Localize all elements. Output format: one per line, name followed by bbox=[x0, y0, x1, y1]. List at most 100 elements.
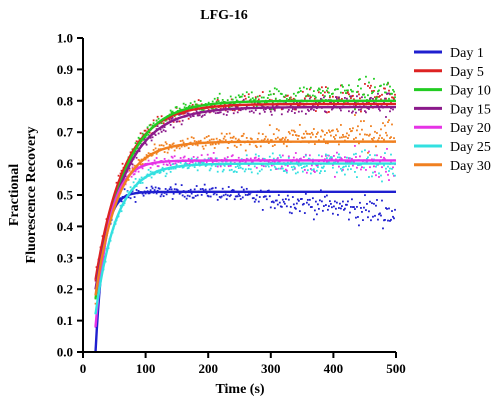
data-point bbox=[350, 130, 352, 133]
data-point bbox=[283, 202, 286, 205]
data-point bbox=[286, 139, 289, 141]
data-point bbox=[369, 133, 371, 136]
data-point bbox=[231, 136, 234, 139]
data-point bbox=[327, 154, 330, 157]
data-point bbox=[218, 92, 221, 95]
data-point bbox=[326, 87, 329, 90]
data-point bbox=[384, 91, 386, 94]
data-point bbox=[261, 157, 264, 160]
data-point bbox=[310, 206, 313, 208]
scatter-layer bbox=[94, 75, 396, 350]
data-point bbox=[256, 95, 259, 98]
data-point bbox=[94, 279, 97, 282]
data-point bbox=[236, 111, 239, 114]
data-point bbox=[376, 96, 378, 99]
data-point bbox=[143, 129, 146, 132]
data-point bbox=[290, 110, 293, 113]
data-point bbox=[172, 192, 175, 195]
data-point bbox=[153, 173, 156, 176]
data-point bbox=[326, 142, 329, 145]
data-point bbox=[324, 154, 327, 157]
data-point bbox=[381, 137, 383, 139]
data-point bbox=[299, 198, 302, 200]
data-point bbox=[393, 217, 395, 220]
data-point bbox=[296, 104, 299, 107]
data-point bbox=[252, 99, 255, 102]
data-point bbox=[232, 135, 235, 138]
data-point bbox=[355, 216, 357, 219]
data-point bbox=[345, 203, 347, 206]
data-point bbox=[147, 133, 150, 136]
data-point bbox=[282, 170, 285, 172]
data-point bbox=[301, 137, 304, 140]
data-point bbox=[191, 103, 194, 106]
data-point bbox=[163, 126, 166, 128]
data-point bbox=[211, 143, 214, 146]
data-point bbox=[385, 91, 387, 94]
data-point bbox=[139, 163, 142, 166]
data-point bbox=[257, 157, 260, 160]
data-point bbox=[270, 113, 273, 116]
data-point bbox=[366, 133, 368, 136]
data-point bbox=[315, 133, 318, 135]
data-point bbox=[359, 78, 361, 81]
data-point bbox=[336, 151, 338, 154]
data-point bbox=[306, 93, 309, 96]
data-point bbox=[299, 90, 302, 92]
data-point bbox=[343, 165, 345, 168]
data-point bbox=[344, 156, 346, 159]
data-point bbox=[369, 86, 371, 89]
data-point bbox=[247, 96, 250, 99]
data-point bbox=[147, 192, 150, 195]
y-tick-label: 0.8 bbox=[57, 93, 74, 108]
data-point bbox=[358, 224, 360, 227]
data-point bbox=[271, 152, 274, 155]
data-point bbox=[310, 131, 313, 134]
data-point bbox=[285, 171, 288, 174]
data-point bbox=[280, 108, 283, 111]
data-point bbox=[336, 97, 338, 100]
data-point bbox=[364, 83, 366, 85]
data-point bbox=[258, 112, 261, 115]
data-point bbox=[285, 94, 288, 97]
y-tick-label: 0.7 bbox=[57, 125, 74, 140]
data-point bbox=[263, 195, 266, 198]
data-point bbox=[275, 88, 278, 91]
data-point bbox=[216, 165, 219, 168]
data-point bbox=[175, 146, 178, 149]
data-point bbox=[228, 195, 231, 198]
data-point bbox=[303, 212, 306, 214]
data-point bbox=[188, 104, 191, 107]
data-point bbox=[285, 98, 288, 100]
data-point bbox=[133, 173, 136, 175]
data-point bbox=[229, 164, 232, 167]
data-point bbox=[378, 95, 380, 98]
data-point bbox=[361, 210, 363, 213]
data-point bbox=[357, 90, 359, 93]
data-point bbox=[323, 158, 326, 161]
data-point bbox=[298, 210, 301, 213]
data-point bbox=[309, 108, 312, 111]
data-point bbox=[348, 84, 350, 87]
data-point bbox=[389, 167, 391, 170]
data-point bbox=[372, 171, 374, 174]
series-points-4 bbox=[94, 145, 396, 328]
data-point bbox=[262, 96, 265, 99]
data-point bbox=[373, 89, 375, 92]
data-point bbox=[348, 93, 350, 96]
data-point bbox=[312, 90, 315, 93]
data-point bbox=[120, 210, 123, 213]
data-point bbox=[215, 137, 218, 140]
y-axis-label-line-2: Fluorescence Recovery bbox=[24, 127, 39, 264]
data-point bbox=[391, 210, 393, 212]
data-point bbox=[280, 165, 283, 168]
data-point bbox=[383, 87, 385, 90]
data-point bbox=[364, 96, 366, 99]
data-point bbox=[203, 114, 206, 116]
data-point bbox=[369, 154, 371, 156]
data-point bbox=[386, 208, 388, 210]
data-point bbox=[319, 170, 322, 172]
data-point bbox=[336, 201, 338, 204]
data-point bbox=[238, 194, 241, 197]
data-point bbox=[355, 111, 357, 114]
